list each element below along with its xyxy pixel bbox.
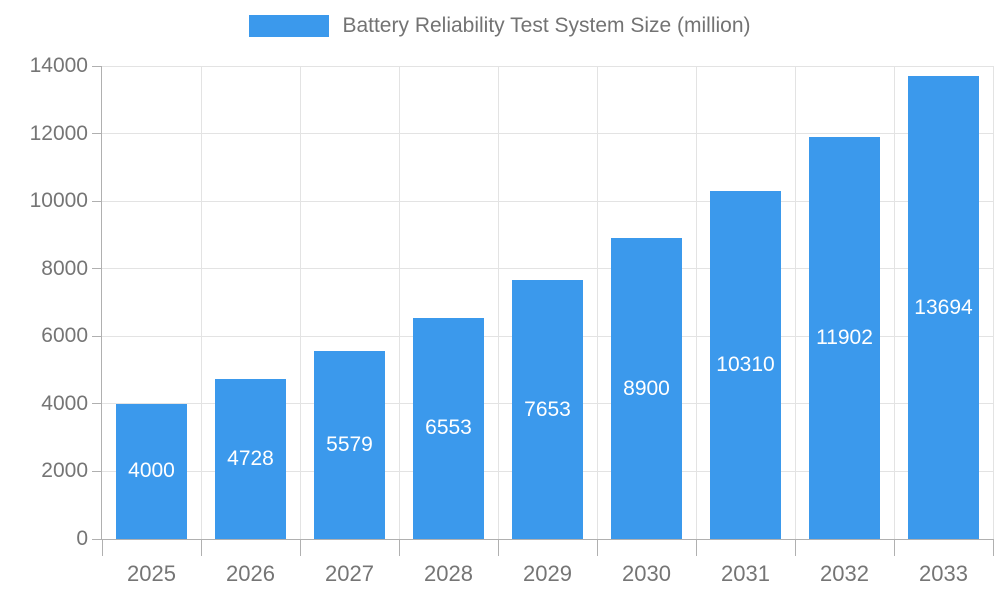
x-axis-tick bbox=[992, 539, 994, 556]
y-tick-label-4000: 4000 bbox=[41, 391, 88, 415]
y-tick-label-2000: 2000 bbox=[41, 459, 88, 483]
y-tick-label-6000: 6000 bbox=[41, 324, 88, 348]
y-gridline bbox=[102, 268, 993, 270]
x-tick-label-2028: 2028 bbox=[424, 561, 473, 586]
y-tick-label-8000: 8000 bbox=[41, 256, 88, 280]
y-axis-tick bbox=[92, 403, 102, 405]
y-axis-tick bbox=[92, 268, 102, 270]
x-axis-tick bbox=[497, 539, 499, 556]
x-gridline bbox=[893, 66, 895, 539]
x-axis-tick bbox=[398, 539, 400, 556]
bar-2030[interactable] bbox=[611, 238, 682, 539]
bar-value-label-2032: 11902 bbox=[816, 325, 873, 349]
x-gridline bbox=[794, 66, 796, 539]
x-gridline bbox=[200, 66, 202, 539]
bar-value-label-2026: 4728 bbox=[227, 447, 274, 471]
bar-value-label-2033: 13694 bbox=[914, 295, 973, 319]
y-axis-tick bbox=[92, 470, 102, 472]
x-tick-label-2033: 2033 bbox=[919, 561, 968, 586]
y-axis-tick bbox=[92, 65, 102, 67]
x-gridline bbox=[695, 66, 697, 539]
y-gridline bbox=[102, 200, 993, 202]
x-axis-tick bbox=[893, 539, 895, 556]
x-tick-label-2032: 2032 bbox=[820, 561, 869, 586]
y-tick-label-0: 0 bbox=[76, 527, 88, 550]
legend-item[interactable]: Battery Reliability Test System Size (mi… bbox=[0, 14, 1000, 38]
legend-swatch bbox=[249, 15, 330, 37]
x-gridline bbox=[497, 66, 499, 539]
bar-value-label-2029: 7653 bbox=[524, 397, 571, 421]
y-axis-tick bbox=[92, 538, 102, 540]
bar-value-label-2030: 8900 bbox=[623, 376, 670, 400]
x-gridline bbox=[299, 66, 301, 539]
bar-value-label-2025: 4000 bbox=[128, 459, 175, 483]
bar-value-label-2028: 6553 bbox=[425, 416, 472, 440]
bar-2028[interactable] bbox=[413, 317, 484, 539]
legend-label: Battery Reliability Test System Size (mi… bbox=[342, 14, 751, 37]
bar-value-label-2031: 10310 bbox=[716, 352, 775, 376]
y-axis-tick bbox=[92, 133, 102, 135]
x-tick-label-2027: 2027 bbox=[325, 561, 374, 586]
x-gridline bbox=[398, 66, 400, 539]
y-tick-label-14000: 14000 bbox=[29, 54, 88, 77]
bar-2027[interactable] bbox=[314, 350, 385, 539]
y-axis-line bbox=[101, 66, 102, 539]
x-axis-tick bbox=[101, 539, 103, 556]
x-tick-label-2029: 2029 bbox=[523, 561, 572, 586]
x-tick-label-2025: 2025 bbox=[127, 561, 176, 586]
bar-2026[interactable] bbox=[215, 379, 286, 539]
y-axis-tick bbox=[92, 335, 102, 337]
x-gridline bbox=[992, 66, 994, 539]
x-axis-tick bbox=[200, 539, 202, 556]
bar-2025[interactable] bbox=[116, 403, 187, 539]
bar-value-label-2027: 5579 bbox=[326, 432, 373, 456]
y-tick-label-12000: 12000 bbox=[29, 121, 88, 145]
y-gridline bbox=[102, 133, 993, 135]
x-gridline bbox=[596, 66, 598, 539]
y-gridline bbox=[102, 65, 993, 67]
x-tick-label-2031: 2031 bbox=[721, 561, 770, 586]
bar-2031[interactable] bbox=[710, 190, 781, 539]
y-tick-label-10000: 10000 bbox=[29, 189, 88, 213]
bar-2033[interactable] bbox=[908, 76, 979, 539]
x-axis-tick bbox=[596, 539, 598, 556]
x-axis-line bbox=[102, 538, 993, 540]
x-axis-tick bbox=[695, 539, 697, 556]
bar-2029[interactable] bbox=[512, 280, 583, 539]
x-tick-label-2030: 2030 bbox=[622, 561, 671, 586]
y-axis-tick bbox=[92, 200, 102, 202]
x-axis-tick bbox=[299, 539, 301, 556]
x-tick-label-2026: 2026 bbox=[226, 561, 275, 586]
x-axis-tick bbox=[794, 539, 796, 556]
bar-2032[interactable] bbox=[809, 136, 880, 539]
